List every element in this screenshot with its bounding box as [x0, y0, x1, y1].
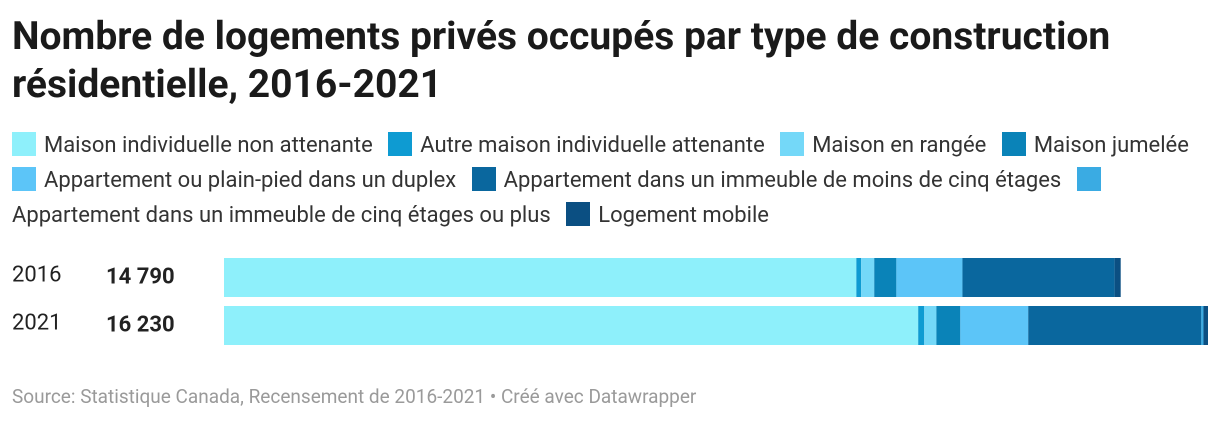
legend-label: Appartement ou plain-pied dans un duplex [44, 168, 457, 193]
bar-segment [874, 258, 897, 297]
legend-label: Appartement dans un immeuble de moins de… [503, 168, 1062, 193]
legend-swatch [566, 202, 591, 226]
bar-segment [861, 258, 875, 297]
bar-segment [224, 306, 919, 345]
legend-swatch [388, 132, 413, 156]
legend-item: Autre maison individuelle attenante [388, 132, 765, 158]
legend-swatch [1076, 167, 1101, 191]
legend-item: Maison jumelée [1001, 132, 1189, 158]
chart-title: Nombre de logements privés occupés par t… [12, 13, 1111, 107]
bar-segment [960, 306, 1029, 345]
bar-segment [896, 258, 963, 297]
legend-item: Maison en rangée [780, 132, 987, 158]
legend-item: Maison individuelle non attenante [12, 132, 373, 158]
legend: Maison individuelle non attenante Autre … [12, 128, 1212, 233]
legend-swatch [1001, 132, 1026, 156]
legend-label: Autre maison individuelle attenante [420, 133, 765, 158]
bar-segment [962, 258, 1115, 297]
legend-label: Maison individuelle non attenante [44, 133, 373, 158]
legend-label: Maison jumelée [1033, 133, 1189, 158]
total-label: 14 790 [106, 264, 175, 289]
bar-segment [1203, 306, 1208, 345]
legend-label: Logement mobile [598, 203, 769, 228]
bar-segment [1201, 306, 1204, 345]
bar-segment [224, 258, 857, 297]
legend-label: Maison en rangée [812, 133, 987, 158]
bar-segment [856, 258, 862, 297]
source: Source: Statistique Canada, Recensement … [12, 385, 697, 408]
row-label: 2016 [12, 262, 61, 287]
legend-item: Logement mobile [566, 202, 769, 228]
total-label: 16 230 [106, 312, 175, 337]
bar-segment [924, 306, 937, 345]
chart: 2016 14 790 2021 16 230 [12, 258, 1208, 345]
legend-item: Appartement ou plain-pied dans un duplex [12, 167, 457, 193]
legend-swatch [780, 132, 805, 156]
legend-item: Appartement dans un immeuble de cinq éta… [12, 167, 1109, 228]
row-label: 2021 [12, 310, 61, 335]
bar-segment [918, 306, 925, 345]
legend-item: Appartement dans un immeuble de moins de… [471, 167, 1062, 193]
legend-swatch [12, 132, 36, 156]
legend-swatch [12, 167, 36, 191]
bar-segment [1028, 306, 1202, 345]
legend-swatch [471, 167, 496, 191]
bar-segment [936, 306, 961, 345]
bar-segment [1114, 258, 1121, 297]
legend-label: Appartement dans un immeuble de cinq éta… [12, 203, 551, 228]
